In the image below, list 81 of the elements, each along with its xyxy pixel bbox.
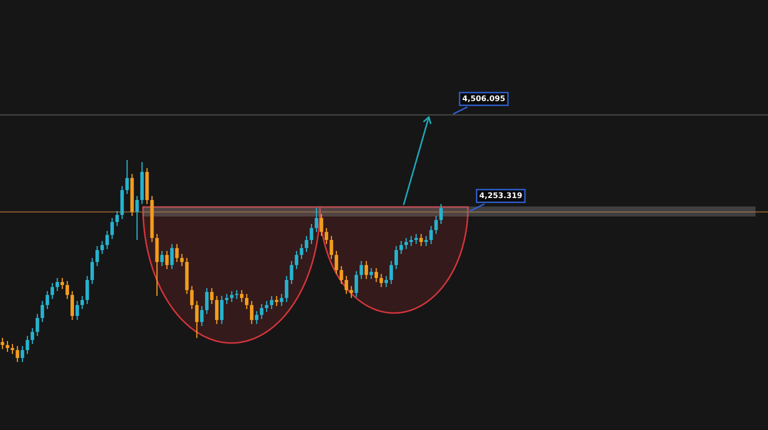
candlestick <box>26 335 30 354</box>
candlestick <box>175 243 179 263</box>
candlestick <box>56 277 60 292</box>
candlestick <box>234 290 238 300</box>
candlestick <box>334 250 338 274</box>
candlestick <box>284 275 288 303</box>
candlestick <box>389 260 393 285</box>
candlestick <box>424 235 428 247</box>
candlestick <box>115 210 119 227</box>
candlestick <box>200 305 204 327</box>
candlestick <box>60 277 64 290</box>
candlestick <box>10 343 14 354</box>
candlestick <box>419 233 423 247</box>
candlestick <box>290 260 294 285</box>
candlestick <box>310 223 314 245</box>
candlestick <box>330 235 334 260</box>
candlestick <box>0 337 4 350</box>
candlestick <box>20 345 24 363</box>
candlestick <box>180 253 184 267</box>
candlestick <box>300 243 304 260</box>
candlestick <box>205 288 209 314</box>
candlestick <box>76 300 79 321</box>
candlestick <box>439 203 443 225</box>
candlestick <box>384 275 388 288</box>
candlestick <box>404 237 408 250</box>
candlestick <box>100 240 104 254</box>
candlestick <box>354 270 358 298</box>
candlestick <box>135 195 139 241</box>
candlestick <box>6 340 10 352</box>
candlestick <box>380 273 384 288</box>
candlestick <box>190 285 194 310</box>
candlestick <box>250 300 254 325</box>
candlestick <box>270 295 274 310</box>
candlestick <box>429 226 433 245</box>
candlestick <box>340 265 344 285</box>
candlestick <box>409 235 413 247</box>
candlestick <box>280 293 284 307</box>
candlestick <box>46 290 50 310</box>
candlestick <box>434 215 438 234</box>
candlestick <box>324 228 328 245</box>
candlestick <box>274 295 278 307</box>
candlestick <box>70 290 74 321</box>
candlestick <box>165 250 169 270</box>
candlestick <box>66 280 70 300</box>
candlestick <box>40 300 44 323</box>
candlestick <box>95 245 99 267</box>
candlestick <box>260 303 264 320</box>
candlestick <box>90 257 94 285</box>
candlestick <box>230 290 234 303</box>
candlestick <box>16 345 20 363</box>
candlestick <box>85 275 89 305</box>
candlestick <box>110 217 114 240</box>
candlestick <box>195 300 199 339</box>
candlestick <box>225 293 229 305</box>
candlestick <box>320 213 324 237</box>
candlestick <box>254 310 258 325</box>
candlestick <box>50 282 54 300</box>
candlestick <box>80 295 84 310</box>
candlestick <box>394 245 398 270</box>
candlestick <box>170 243 174 270</box>
candlestick <box>30 328 34 345</box>
candlestick <box>414 233 418 245</box>
candlestick <box>344 275 348 294</box>
candlestick <box>399 240 403 254</box>
candlestick <box>350 285 354 299</box>
candlestick <box>36 313 40 336</box>
candlestick <box>264 300 268 312</box>
candlestick <box>370 268 374 280</box>
candlestick <box>220 295 224 325</box>
candlestick <box>240 290 244 303</box>
candlestick <box>125 159 129 194</box>
candlestick <box>374 268 378 283</box>
candlestick <box>215 295 219 325</box>
candlestick <box>244 293 248 310</box>
candlestick <box>105 230 109 250</box>
candlestick <box>160 250 164 267</box>
candlestick <box>364 260 368 280</box>
candlestick <box>360 260 364 280</box>
candlestick <box>294 250 298 270</box>
candlestick <box>314 208 318 232</box>
candlestick <box>210 288 214 305</box>
